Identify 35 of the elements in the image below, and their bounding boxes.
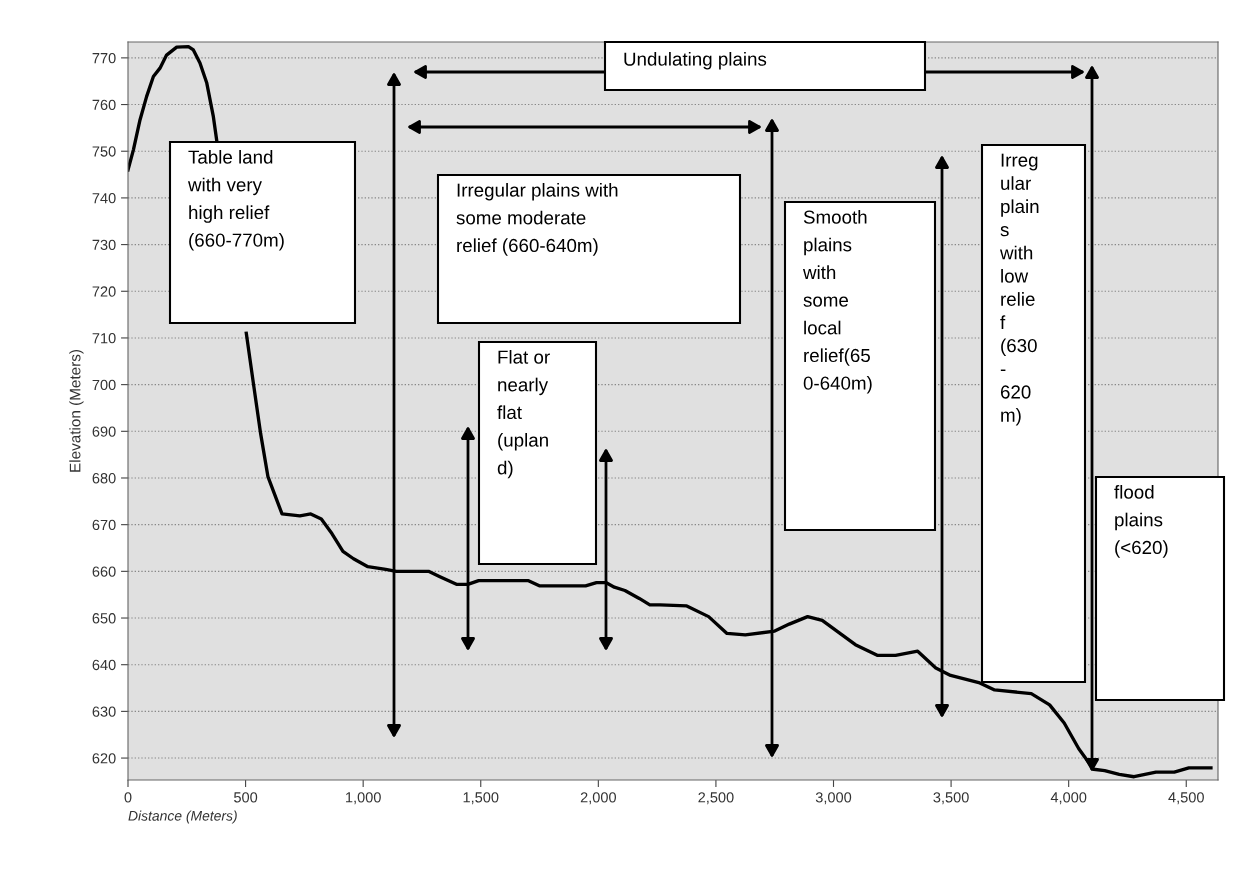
x-tick-label: 500 [234, 792, 258, 803]
y-tick-label: 760 [92, 99, 116, 110]
annotation: Smooth plains with some local relief(65 0-640m) [802, 210, 872, 394]
y-axis-title: Elevation (Meters) [69, 349, 84, 472]
x-tick-label: 3,500 [933, 792, 969, 805]
y-tick-label: 700 [92, 379, 116, 391]
y-tick-label: 690 [92, 426, 116, 437]
y-tick-label: 730 [92, 239, 116, 251]
y-tick-label: 740 [92, 193, 116, 204]
annotation: Undulating plains [624, 52, 767, 70]
y-tick-label: 720 [92, 286, 116, 297]
y-tick-label: 660 [92, 566, 116, 577]
y-tick-label: 650 [92, 613, 116, 624]
x-axis-title: Distance (Meters) [128, 810, 237, 824]
annotation: Flat or nearly flat (uplan d) [497, 350, 550, 479]
x-tick-label: 4,500 [1168, 792, 1204, 805]
y-tick-label: 670 [92, 519, 116, 531]
y-tick-label: 620 [92, 753, 116, 764]
annotation: flood plains (<620) [1114, 485, 1168, 558]
y-tick-label: 630 [92, 706, 116, 717]
x-tick-label: 1,500 [463, 792, 499, 805]
y-tick-label: 750 [92, 146, 116, 157]
x-tick-label: 4,000 [1050, 792, 1087, 805]
y-tick-label: 710 [92, 333, 116, 344]
x-tick-label: 2,000 [580, 792, 617, 805]
x-tick-label: 1,000 [346, 792, 381, 805]
y-tick-label: 770 [92, 52, 116, 64]
y-tick-label: 680 [92, 473, 116, 484]
x-tick-label: 2,500 [698, 792, 734, 805]
text: Irreg ular plain s with low relie f (630 - 620 m) [999, 153, 1039, 426]
annotation: Irregular plains with some moderate relief (660-640m) [456, 183, 618, 256]
x-tick-label: 3,000 [815, 792, 852, 805]
annotation: Table land with very high relief (660-770m) [187, 150, 284, 251]
x-tick-label: 0 [124, 792, 132, 803]
y-tick-label: 640 [92, 659, 116, 671]
